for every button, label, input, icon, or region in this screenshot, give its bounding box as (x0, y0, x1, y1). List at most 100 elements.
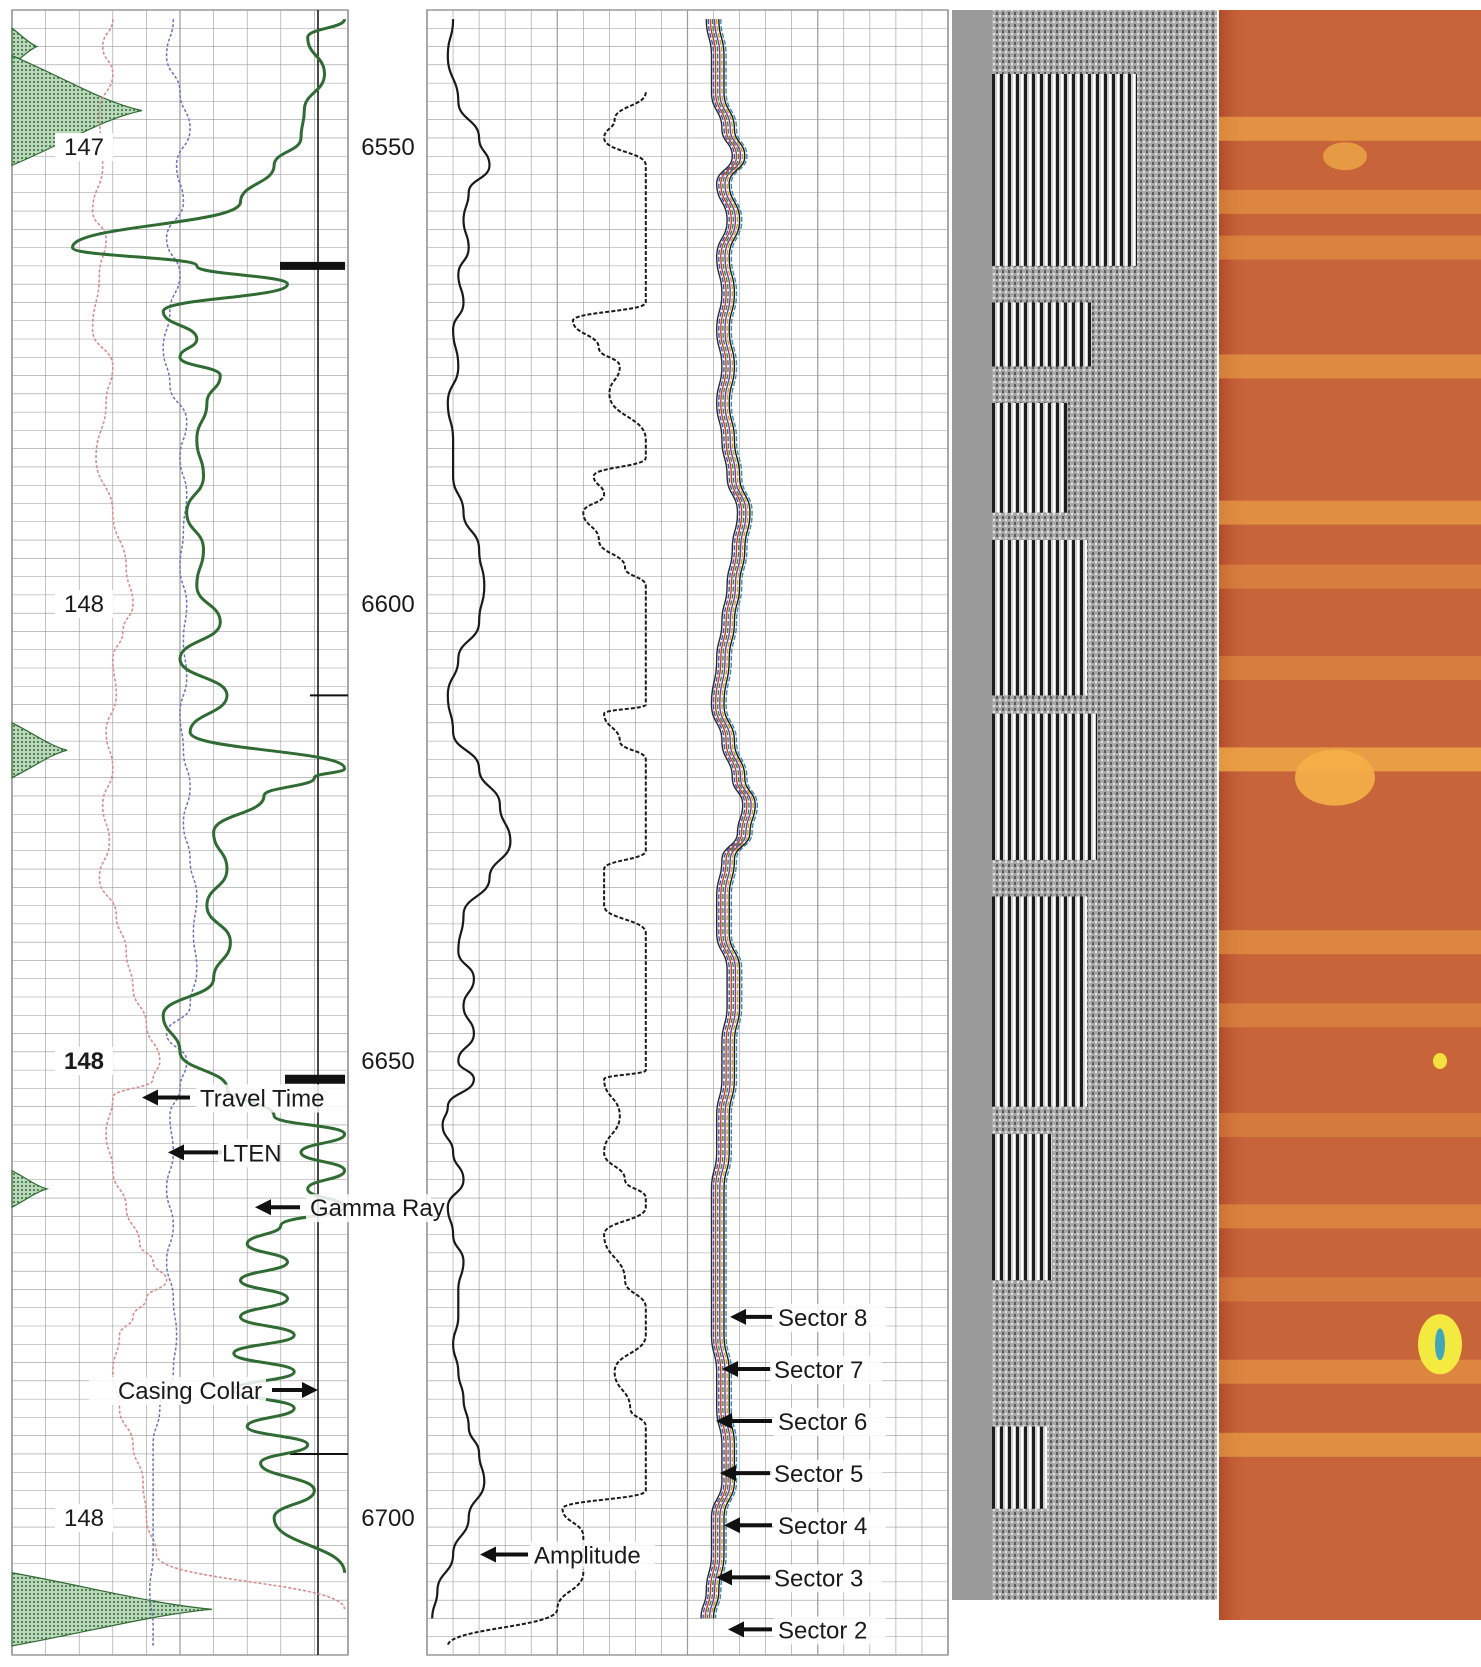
heat-band (1219, 1432, 1481, 1457)
gamma-ray-label-bg (306, 1194, 431, 1223)
heat-hotspot (1323, 142, 1367, 171)
heat-peak-core (1435, 1328, 1445, 1361)
tick-label-bg (352, 1503, 424, 1532)
amplitude-arrow-head (480, 1546, 496, 1563)
sector-label-7-bg (770, 1355, 882, 1384)
gamma-ray-arrow-head (255, 1199, 271, 1216)
amplitude-label-bg (530, 1541, 655, 1570)
cbl-stripe-band (992, 713, 1097, 860)
cbl-waveform-panel (952, 10, 1217, 1600)
sector-curve (706, 19, 750, 1619)
curve-annotations: Travel Time LTEN Gamma Ray Casing Collar Amp… (89, 1084, 886, 1645)
sector-4-arrow-head (724, 1517, 740, 1534)
sector-label-5-bg (770, 1460, 882, 1489)
heatmap-panel (1219, 10, 1481, 1620)
sector-5-arrow-head (720, 1465, 736, 1482)
depth-tick-label: 6550 (361, 134, 414, 161)
cbl-edge-band (952, 10, 992, 1600)
heat-peak (1433, 1052, 1447, 1069)
heat-hotspot (1295, 749, 1375, 806)
left-depth-tick-label: 148 (64, 591, 104, 618)
gamma-ray-label: Gamma Ray (310, 1195, 445, 1222)
cbl-stripe-band (992, 896, 1087, 1107)
sector-label-5: Sector 5 (774, 1461, 863, 1488)
marker-bar (280, 261, 345, 270)
gamma-fill-lobe (11, 1169, 50, 1209)
sector-label-4-bg (774, 1512, 886, 1541)
sector-label-8: Sector 8 (778, 1305, 867, 1332)
heat-band (1219, 1204, 1481, 1229)
sector-curve (710, 19, 754, 1619)
casing-collar-curve (446, 92, 647, 1647)
cbl-stripe-band (992, 302, 1092, 367)
travel-time-label-bg (196, 1084, 347, 1113)
sector-label-8-bg (774, 1303, 886, 1332)
heat-edge (1219, 10, 1249, 1620)
sector-label-4: Sector 4 (778, 1513, 867, 1540)
travel-time-label: Travel Time (200, 1086, 324, 1113)
left-depth-tick-label: 148 (64, 1048, 104, 1075)
lten-label-bg (218, 1139, 278, 1168)
heat-band (1219, 500, 1481, 525)
sector-8-arrow-head (730, 1308, 746, 1325)
sector-curve (702, 19, 746, 1619)
heat-band (1219, 354, 1481, 379)
sector-6-arrow-head (716, 1413, 732, 1430)
tick-label-bg (55, 1046, 113, 1075)
cbl-stripe-band (992, 402, 1067, 513)
sector-label-6-bg (774, 1408, 886, 1437)
heat-band (1219, 189, 1481, 214)
cbl-stripe-band (992, 1134, 1052, 1281)
heat-band (1219, 116, 1481, 141)
tick-label-bg (352, 590, 424, 619)
lten-arrow-head (168, 1144, 184, 1161)
sector-label-3: Sector 3 (774, 1565, 863, 1592)
sector-3-arrow-head (716, 1569, 732, 1586)
tick-label-bg (55, 590, 113, 619)
heat-band (1219, 930, 1481, 955)
cbl-stripe-band (992, 540, 1087, 696)
tick-label-bg (352, 1046, 424, 1075)
depth-tick-label: 6650 (361, 1048, 414, 1075)
sector-curve (704, 19, 748, 1619)
sector-curve (708, 19, 752, 1619)
depth-tick-label: 6600 (361, 591, 414, 618)
travel-time-curve (91, 19, 346, 1610)
heat-band (1219, 564, 1481, 589)
heat-band (1219, 235, 1481, 260)
sector-curve (714, 19, 758, 1619)
heat-band (1219, 656, 1481, 680)
amplitude-curve (431, 19, 512, 1619)
log-curves (71, 18, 758, 1647)
heat-band (1219, 1003, 1481, 1028)
left-depth-tick-label: 148 (64, 1505, 104, 1532)
casing-collar-label: Casing Collar (118, 1378, 262, 1405)
sector-label-6: Sector 6 (778, 1409, 867, 1436)
gamma-fill-lobe (11, 1572, 213, 1647)
amplitude-label: Amplitude (534, 1542, 641, 1569)
sector-label-7: Sector 7 (774, 1357, 863, 1384)
track-left-grid (11, 9, 349, 1656)
casing-collar-label-bg (89, 1376, 266, 1405)
depth-tick-labels: 147 148 148 148 6550 6600 6650 6700 (55, 133, 424, 1532)
tick-label-bg (55, 133, 113, 162)
sector-7-arrow-head (722, 1360, 738, 1377)
sector-label-2: Sector 2 (778, 1617, 867, 1644)
cbl-stripe-band (992, 73, 1137, 266)
tick-label-bg (55, 1503, 113, 1532)
sector-curve (712, 19, 756, 1619)
left-depth-tick-label: 147 (64, 134, 104, 161)
sector-label-3-bg (770, 1564, 882, 1593)
heat-band (1219, 1277, 1481, 1302)
gamma-fill-lobe (11, 721, 68, 779)
tick-label-bg (352, 133, 424, 162)
marker-bar (285, 1074, 345, 1084)
heat-band (1219, 1112, 1481, 1137)
sector-curve (700, 19, 744, 1619)
lten-label: LTEN (222, 1140, 282, 1167)
gamma-ray-curve (71, 18, 347, 1574)
travel-time-arrow-head (142, 1089, 158, 1106)
sector-2-arrow-head (728, 1621, 744, 1638)
sector-label-2-bg (774, 1616, 886, 1645)
